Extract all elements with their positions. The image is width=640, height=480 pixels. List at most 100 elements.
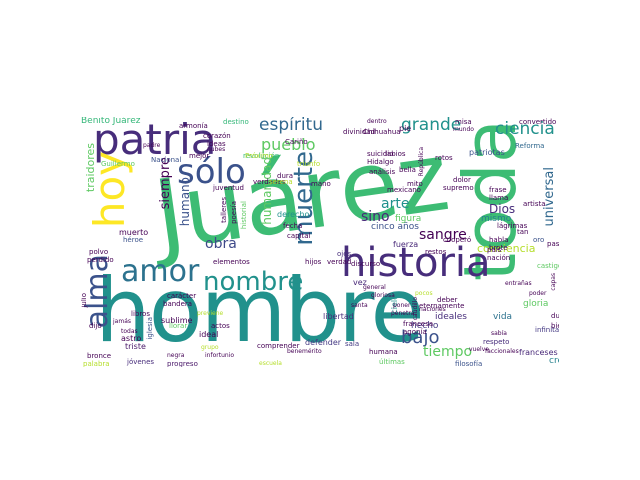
word: ideal	[199, 330, 219, 339]
word: juventud	[213, 184, 244, 192]
word: perdido	[87, 256, 114, 264]
word: infinita	[535, 326, 559, 334]
word: sólo	[177, 152, 246, 192]
word: oro	[533, 236, 545, 244]
word: rotos	[435, 154, 453, 162]
word: nación	[487, 254, 511, 262]
word: bajo	[401, 327, 440, 348]
word: actos	[211, 322, 230, 330]
word: santa	[351, 302, 368, 309]
word: triste	[125, 342, 146, 351]
word: habla	[489, 236, 509, 244]
word: jamás	[113, 318, 131, 325]
word: misa	[455, 118, 472, 126]
word: humano	[178, 177, 192, 227]
word: negra	[167, 352, 185, 359]
word: tiempo	[423, 344, 473, 360]
word: universal	[542, 167, 557, 227]
word: vez	[353, 278, 367, 287]
word: historial	[240, 201, 248, 230]
word: entrañas	[505, 280, 532, 287]
word: benemérito	[287, 348, 322, 355]
word: elementos	[213, 258, 250, 266]
word: lágrimas	[497, 222, 528, 230]
word: gloriosa	[371, 292, 395, 299]
word: poesía	[230, 201, 238, 224]
word-cloud: Juárez hombre patria toda historia hoy a…	[81, 117, 559, 367]
word: julio	[81, 293, 88, 308]
word: bandera	[163, 300, 193, 308]
word: brote	[489, 244, 508, 252]
word: amor	[121, 254, 200, 289]
word: mundo	[453, 126, 474, 133]
word: poner	[393, 302, 411, 309]
word: bronce	[87, 352, 112, 360]
word: análisis	[369, 168, 396, 176]
word: patriotas	[469, 148, 505, 157]
word: verdad	[327, 258, 352, 266]
word: infortunio	[205, 352, 235, 359]
word: pocos	[415, 290, 433, 297]
word: restos	[425, 248, 447, 256]
word: nombre	[203, 267, 304, 297]
word: tan	[517, 228, 529, 236]
word: supremo	[443, 184, 474, 192]
word: general	[363, 284, 386, 291]
word: Hidalgo	[367, 158, 394, 166]
word: iglesia	[146, 317, 154, 340]
word: duelo	[551, 312, 559, 320]
word: alma	[81, 254, 115, 329]
word: grande	[401, 117, 462, 135]
word: traidores	[84, 143, 97, 193]
word: sala	[345, 340, 360, 348]
word: fecha	[283, 222, 303, 230]
word: Guillermo	[101, 160, 135, 168]
word: siempre	[158, 157, 173, 210]
word: hecho	[411, 321, 439, 331]
word: pie	[399, 124, 412, 133]
word: pasión	[547, 240, 559, 248]
word: palabra	[83, 360, 110, 368]
word: patria	[93, 117, 217, 164]
word: corazón	[203, 132, 231, 140]
word: República	[418, 147, 425, 177]
word: mexicano	[387, 186, 421, 194]
word: conciencia	[477, 242, 536, 255]
word: penetra	[391, 310, 415, 317]
word: últimas	[379, 358, 405, 366]
word: mano	[311, 180, 331, 188]
word: llorar	[169, 322, 188, 330]
word: ciencia	[495, 119, 555, 139]
word: francesa	[403, 320, 434, 328]
word: capas	[550, 273, 557, 291]
word: serena	[269, 178, 293, 186]
word: polvo	[89, 248, 109, 256]
word: vida	[493, 312, 513, 322]
word: destino	[223, 118, 249, 126]
word: sino	[361, 209, 390, 225]
word: Dios	[489, 202, 516, 216]
word: astro	[121, 334, 142, 343]
word: Reforma	[515, 142, 545, 150]
word: ojos	[337, 250, 352, 258]
word: franceses	[519, 348, 558, 357]
word: grupo	[201, 344, 219, 351]
word: Próximo	[245, 152, 274, 160]
word: armonía	[179, 122, 208, 130]
word: ideas	[207, 140, 226, 148]
word: bien	[551, 322, 559, 330]
word: libros	[131, 310, 150, 318]
word: previene	[197, 310, 224, 317]
word: defender	[305, 338, 342, 347]
word: capital	[287, 232, 311, 240]
word: convertido	[519, 118, 557, 126]
word: libertad	[323, 312, 354, 321]
word: sangre	[419, 227, 467, 243]
word: faccionales	[485, 348, 519, 355]
word: revolución	[243, 152, 280, 160]
word: escuela	[259, 360, 282, 367]
word: pueblo	[261, 135, 316, 154]
word: padre	[143, 142, 161, 149]
word: progreso	[167, 360, 198, 368]
